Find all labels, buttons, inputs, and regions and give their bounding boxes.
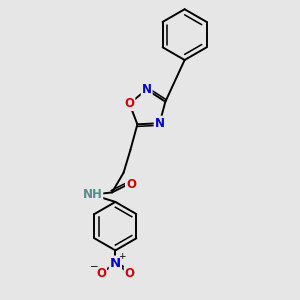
Text: O: O (124, 97, 134, 110)
Text: N: N (142, 83, 152, 96)
Text: O: O (125, 267, 135, 280)
Text: NH: NH (82, 188, 102, 201)
Text: N: N (110, 256, 121, 270)
Text: N: N (154, 117, 165, 130)
Text: +: + (118, 252, 126, 261)
Text: O: O (126, 178, 136, 191)
Text: O: O (96, 267, 106, 280)
Text: −: − (90, 262, 99, 272)
